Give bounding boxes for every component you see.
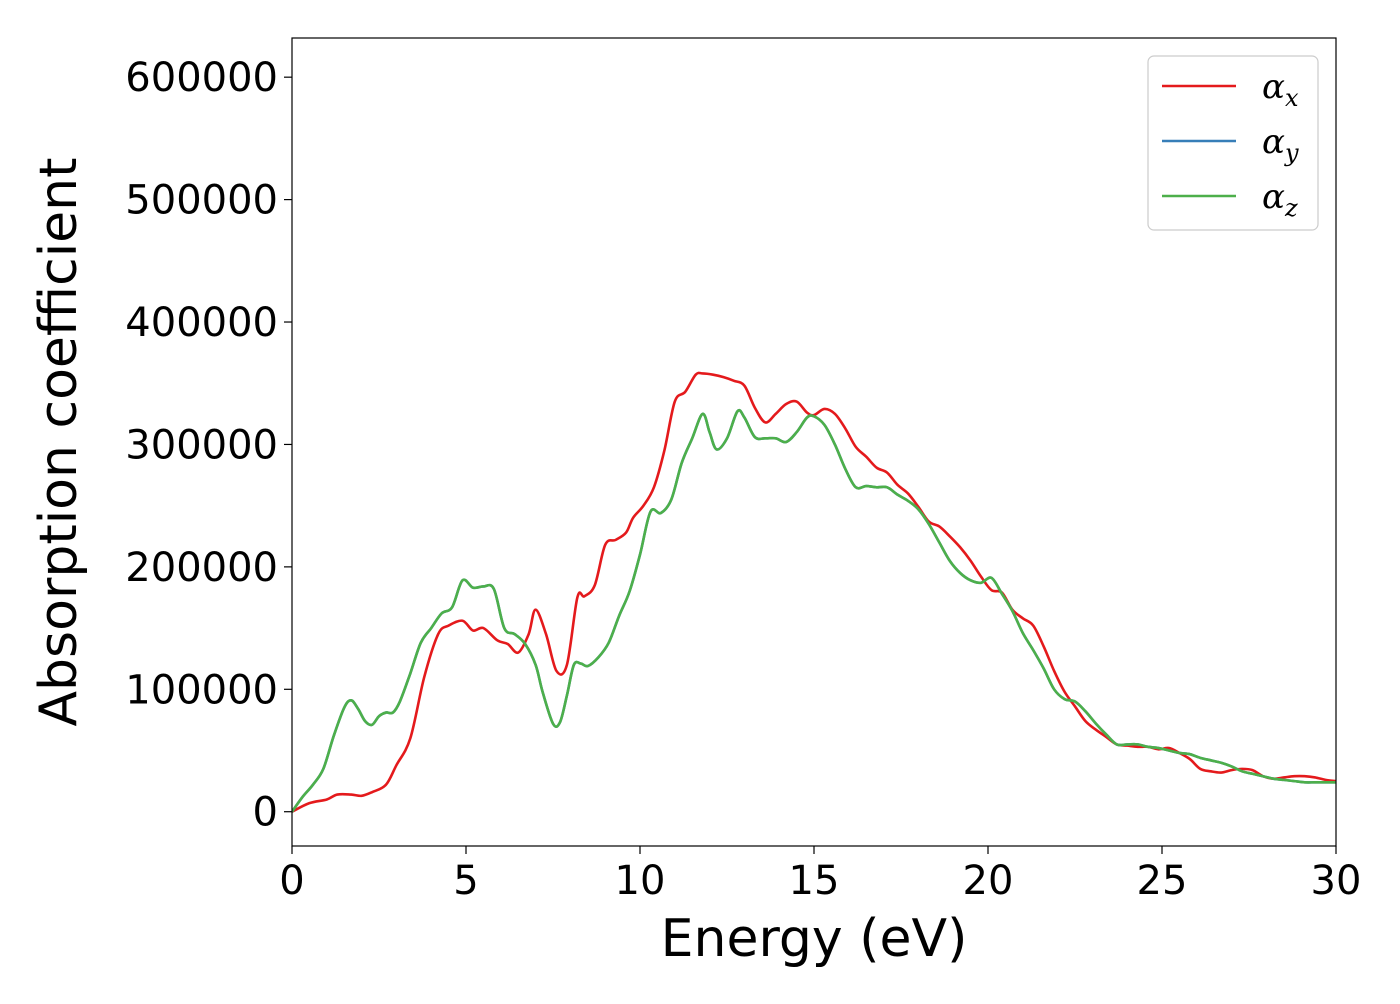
series-layer — [292, 371, 1336, 813]
legend-label: αx — [1262, 67, 1299, 112]
legend-item-x: αx — [1162, 67, 1299, 112]
y-axis-title: Absorption coefficient — [29, 157, 89, 726]
legend: αx αy αz — [1147, 55, 1319, 231]
x-tick-label: 10 — [615, 858, 666, 904]
y-tick-label: 400000 — [125, 300, 278, 346]
y-tick-label: 100000 — [125, 667, 278, 713]
legend-item-z: αz — [1162, 177, 1298, 222]
legend-label: αz — [1262, 177, 1298, 222]
x-tick-label: 20 — [963, 858, 1014, 904]
y-tick-label: 500000 — [125, 178, 278, 224]
x-axis-title: Energy (eV) — [661, 909, 968, 969]
y-axis: 0 100000 200000 300000 400000 500000 600000 — [125, 55, 292, 836]
series-line-x — [292, 371, 1336, 813]
x-tick-label: 15 — [789, 858, 840, 904]
series-line-z — [292, 408, 1336, 813]
x-tick-label: 25 — [1137, 858, 1188, 904]
x-tick-label: 30 — [1311, 858, 1362, 904]
legend-label: αy — [1262, 122, 1299, 167]
y-tick-label: 0 — [253, 790, 278, 836]
y-tick-label: 600000 — [125, 55, 278, 101]
x-tick-label: 0 — [279, 858, 304, 904]
x-axis: 0 5 10 15 20 25 30 — [279, 846, 1361, 904]
y-tick-label: 300000 — [125, 422, 278, 468]
x-tick-label: 5 — [453, 858, 478, 904]
y-tick-label: 200000 — [125, 545, 278, 591]
legend-item-y: αy — [1162, 122, 1299, 167]
legend-box — [1147, 55, 1319, 231]
